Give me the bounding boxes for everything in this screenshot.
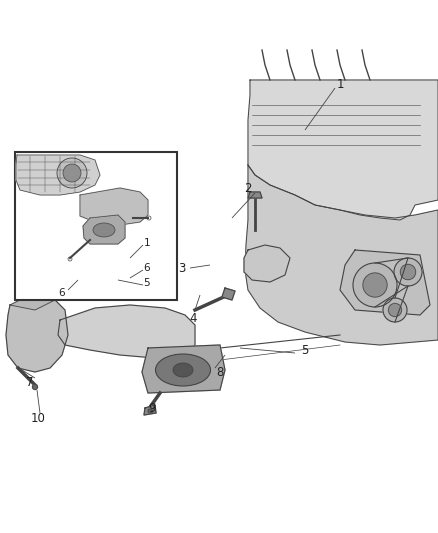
Text: 10: 10: [31, 411, 46, 424]
Circle shape: [147, 216, 151, 220]
Ellipse shape: [173, 363, 193, 377]
Circle shape: [363, 273, 387, 297]
Circle shape: [353, 263, 397, 307]
Polygon shape: [142, 345, 225, 393]
Ellipse shape: [63, 164, 81, 182]
Text: 3: 3: [178, 262, 186, 274]
Text: 6: 6: [59, 288, 65, 298]
Text: 4: 4: [189, 311, 197, 325]
Polygon shape: [248, 80, 438, 220]
Bar: [15, 152, 177, 300]
Polygon shape: [16, 155, 100, 195]
Polygon shape: [248, 192, 262, 198]
Text: 9: 9: [148, 401, 156, 415]
Polygon shape: [245, 165, 438, 345]
Text: 8: 8: [216, 366, 224, 378]
Ellipse shape: [93, 223, 115, 237]
Polygon shape: [144, 405, 156, 415]
Text: 7: 7: [26, 376, 34, 390]
Circle shape: [389, 303, 402, 317]
Ellipse shape: [57, 158, 87, 188]
Circle shape: [394, 258, 422, 286]
Polygon shape: [83, 215, 125, 244]
Ellipse shape: [155, 354, 211, 386]
Text: 5: 5: [301, 343, 309, 357]
Text: 6: 6: [144, 263, 150, 273]
Polygon shape: [6, 300, 68, 372]
Circle shape: [383, 298, 407, 322]
Polygon shape: [244, 245, 290, 282]
Circle shape: [68, 257, 72, 261]
Circle shape: [32, 384, 38, 390]
Polygon shape: [58, 305, 195, 358]
Text: 1: 1: [144, 238, 150, 248]
Text: 5: 5: [144, 278, 150, 288]
Circle shape: [148, 409, 152, 413]
Polygon shape: [10, 290, 55, 310]
Polygon shape: [222, 288, 235, 300]
Circle shape: [400, 264, 416, 280]
Text: 1: 1: [336, 78, 344, 92]
Polygon shape: [340, 250, 430, 315]
Text: 2: 2: [244, 182, 252, 195]
Polygon shape: [80, 188, 148, 225]
